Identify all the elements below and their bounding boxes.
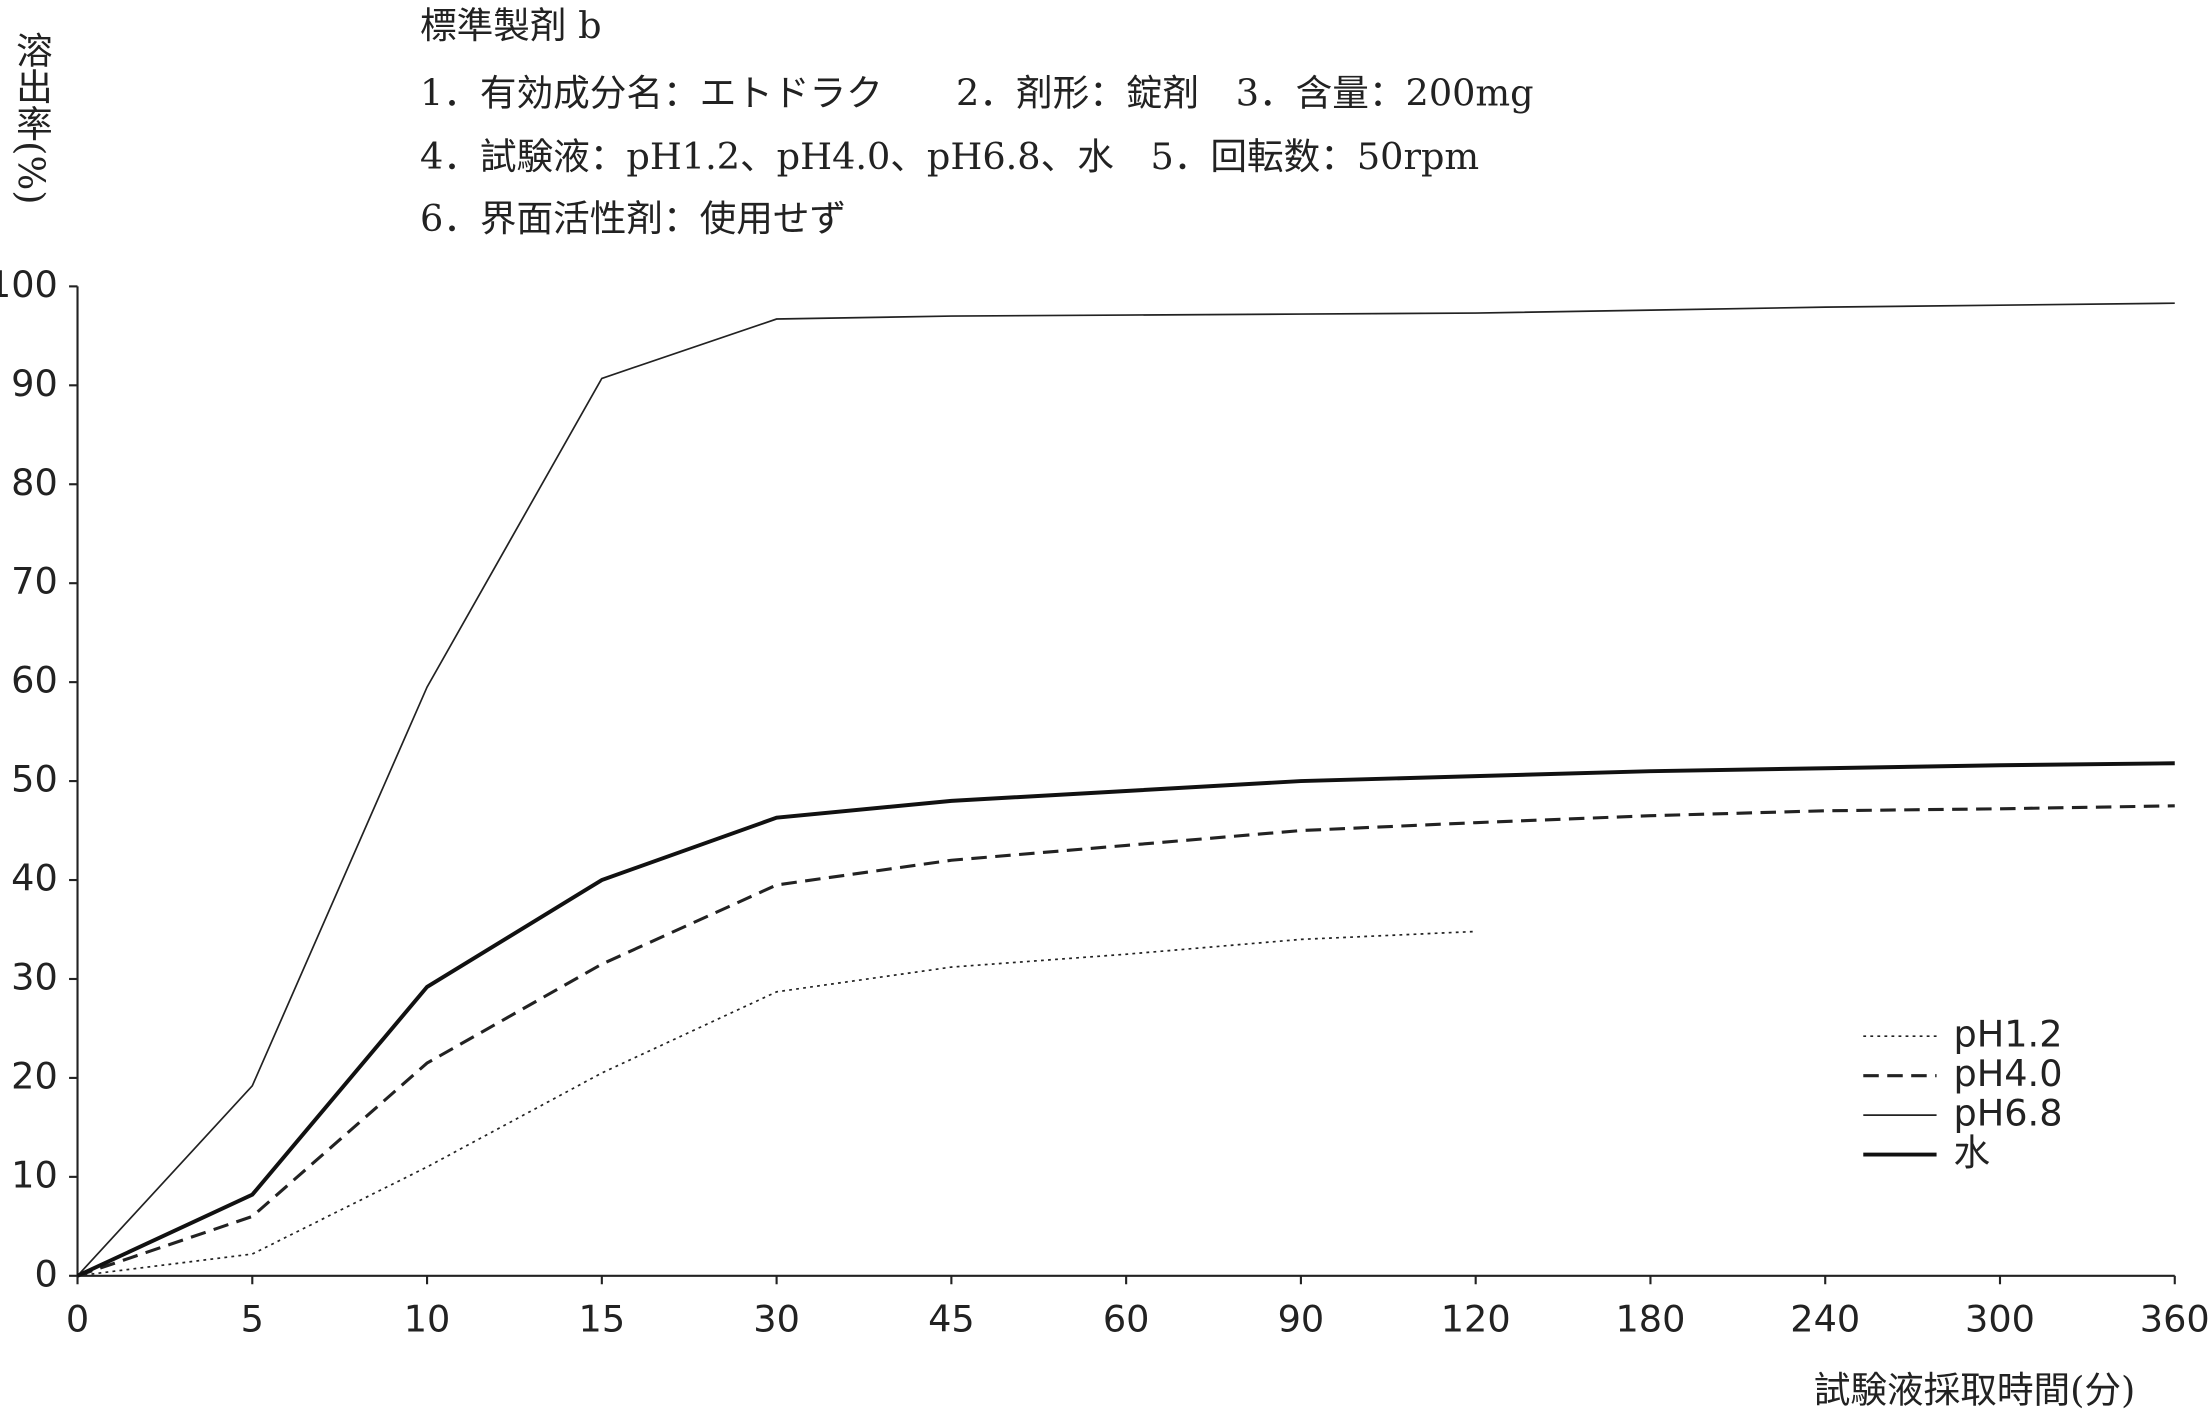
subtitle-line: 4．試験液：pH1.2、pH4.0、pH6.8、水 5．回転数：50rpm bbox=[420, 135, 1479, 178]
y-tick-label: 10 bbox=[11, 1153, 58, 1196]
x-tick-label: 60 bbox=[1103, 1297, 1150, 1340]
x-tick-label: 360 bbox=[2140, 1297, 2210, 1340]
x-axis-label: 試験液採取時間(分) bbox=[1814, 1368, 2136, 1411]
y-tick-label: 50 bbox=[11, 758, 58, 801]
x-tick-label: 120 bbox=[1441, 1297, 1511, 1340]
x-tick-label: 0 bbox=[66, 1297, 89, 1340]
x-tick-label: 90 bbox=[1278, 1297, 1325, 1340]
x-tick-label: 30 bbox=[753, 1297, 800, 1340]
y-tick-label: 90 bbox=[11, 362, 58, 405]
legend-label: 水 bbox=[1953, 1131, 1990, 1174]
y-tick-label: 70 bbox=[11, 560, 58, 603]
legend-label: pH6.8 bbox=[1953, 1092, 2062, 1135]
y-tick-label: 30 bbox=[11, 955, 58, 998]
legend-label: pH4.0 bbox=[1953, 1052, 2062, 1095]
series-line bbox=[76, 302, 2175, 1277]
series-line bbox=[77, 804, 2175, 1278]
chart-title: 標準製剤 b bbox=[420, 4, 602, 47]
subtitle-line: 1．有効成分名：エトドラク 2．剤形：錠剤 3．含量：200mg bbox=[420, 72, 1534, 115]
x-tick-label: 300 bbox=[1965, 1297, 2035, 1340]
y-axis-label: 溶出率(%) bbox=[10, 31, 53, 204]
x-tick-label: 180 bbox=[1615, 1297, 1685, 1340]
series-line bbox=[76, 761, 2175, 1278]
y-tick-label: 20 bbox=[11, 1054, 58, 1097]
y-tick-label: 0 bbox=[34, 1252, 57, 1295]
y-tick-label: 60 bbox=[11, 659, 58, 702]
legend-label: pH1.2 bbox=[1953, 1013, 2062, 1056]
x-tick-label: 10 bbox=[404, 1297, 451, 1340]
x-tick-label: 5 bbox=[241, 1297, 264, 1340]
y-tick-label: 100 bbox=[0, 263, 58, 306]
subtitle-line: 6．界面活性剤：使用せず bbox=[420, 197, 846, 240]
x-tick-label: 240 bbox=[1790, 1297, 1860, 1340]
x-tick-label: 15 bbox=[579, 1297, 626, 1340]
series-line bbox=[77, 930, 1476, 1277]
y-tick-label: 80 bbox=[11, 461, 58, 504]
y-tick-label: 40 bbox=[11, 857, 58, 900]
x-tick-label: 45 bbox=[928, 1297, 975, 1340]
